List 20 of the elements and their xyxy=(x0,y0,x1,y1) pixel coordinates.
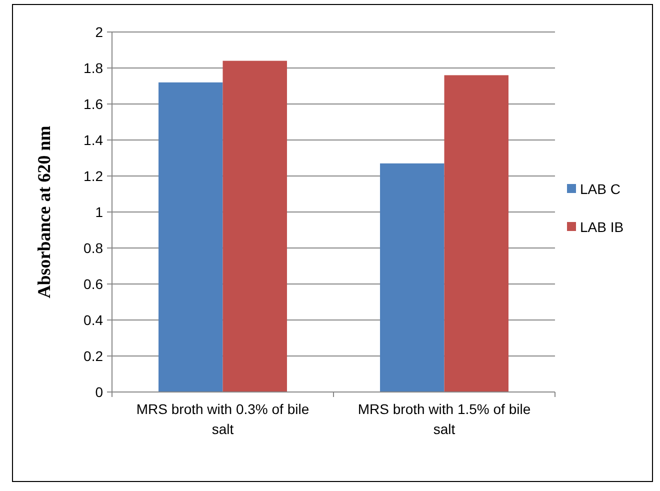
bar xyxy=(444,75,508,392)
x-tick-label: MRS broth with 0.3% of bile salt xyxy=(136,401,310,437)
y-tick-label: 0.2 xyxy=(84,348,104,364)
x-tick-label: MRS broth with 1.5% of bile salt xyxy=(358,401,531,437)
y-tick-label: 0.4 xyxy=(84,312,104,328)
y-tick-label: 0.6 xyxy=(84,276,104,292)
y-axis-title: Absorbance at 620 nm xyxy=(34,126,54,298)
y-tick-label: 0.8 xyxy=(84,240,104,256)
legend-label: LAB IB xyxy=(580,218,624,235)
y-tick-label: 1.2 xyxy=(84,168,104,184)
y-tick-label: 1 xyxy=(95,204,104,220)
y-tick-label: 1.4 xyxy=(84,132,104,148)
y-tick-label: 1.8 xyxy=(84,60,104,76)
bar xyxy=(380,163,444,392)
legend-label: LAB C xyxy=(580,180,620,197)
y-tick-label: 2 xyxy=(95,24,104,40)
y-tick-label: 1.6 xyxy=(84,96,104,112)
bar xyxy=(222,60,287,392)
bar xyxy=(158,82,223,392)
y-tick-label: 0 xyxy=(95,384,104,400)
